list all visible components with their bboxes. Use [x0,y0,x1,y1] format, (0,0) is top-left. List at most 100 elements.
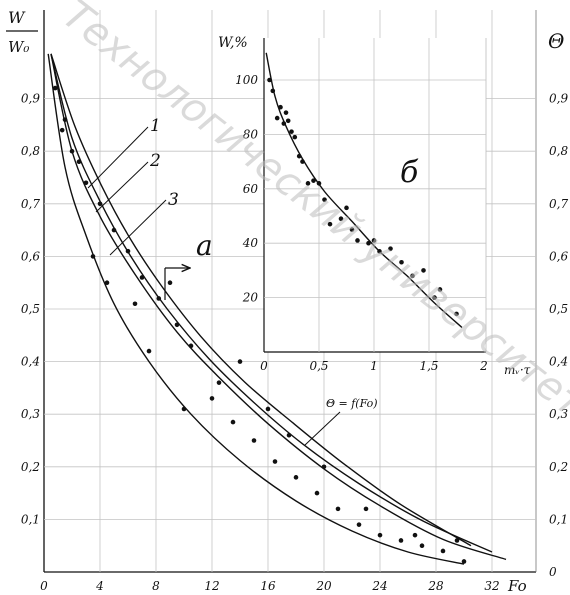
main-data-point [363,506,369,512]
y-axis-label-denominator: W₀ [8,38,29,56]
inset-data-point [338,216,344,222]
main-data-point [230,419,236,425]
drying-curve-1 [50,53,472,547]
right-axis-label: Θ [548,29,564,53]
inset-data-point [322,197,327,202]
inset-x-tick-label: 1 [370,359,378,373]
main-y-tick-label: 0,6 [21,249,40,263]
main-y-tick-label: 0,4 [21,355,40,369]
curve-leader-line [87,126,149,189]
main-data-point [419,543,425,548]
inset-data-point [278,104,283,110]
main-data-point [76,159,82,165]
main-data-point [167,280,173,286]
inset-panel [264,38,486,352]
curve-leader-line [95,161,149,213]
main-data-point [412,532,418,538]
main-data-point [286,432,292,438]
inset-data-point [437,287,443,292]
main-data-point [188,343,194,349]
inset-data-point [371,238,377,243]
main-data-point [62,117,68,122]
inset-y-tick-label: 40 [242,236,259,250]
inset-data-point [267,77,272,83]
inset-data-point [296,153,302,159]
main-right-tick-label: 0,8 [549,144,568,158]
main-data-point [174,322,180,328]
main-data-point [104,280,110,286]
inset-data-point [344,205,349,211]
main-data-point [335,506,341,512]
curve-label-2: 2 [149,151,161,171]
inset-y-tick-label: 80 [243,127,259,141]
main-y-tick-label: 0,7 [21,197,40,211]
main-right-tick-label: 0,9 [549,92,568,106]
main-right-tick-label: 0,6 [549,249,568,263]
inset-data-point [283,110,289,115]
main-data-point [69,148,75,154]
main-data-point [293,475,299,480]
inset-data-point [366,240,371,246]
main-y-tick-label: 0,9 [21,92,40,106]
main-data-point [356,522,362,527]
main-data-point [83,180,89,186]
inset-data-point [289,129,294,134]
inset-y-tick-label: 20 [242,291,259,305]
main-right-tick-label: 0,4 [549,355,568,369]
main-y-tick-label: 0,1 [21,512,40,526]
drying-curve-2 [50,53,493,553]
main-data-point [90,254,96,259]
main-data-point [146,348,152,354]
main-data-point [251,438,257,443]
main-data-point [181,406,187,412]
inset-data-point [432,295,437,300]
main-y-tick-label: 0,8 [21,144,40,158]
inset-data-point [311,178,316,183]
main-right-tick-label: 0,5 [549,302,568,316]
inset-fit-curve [265,52,463,329]
inset-data-point [349,227,355,232]
main-data-point [272,459,278,464]
main-curves [47,53,507,565]
inset-data-point [300,159,305,164]
main-right-tick-label: 0,2 [549,460,568,474]
inset-x-label: mᵥ·τ [504,363,531,377]
main-data-point [377,532,383,538]
main-data-point [237,359,243,364]
main-x-tick-label: 20 [315,579,332,593]
inset-x-tick-label: 1,5 [419,359,438,373]
main-data-point [59,127,65,133]
main-right-tick-label: 0,7 [549,197,568,211]
main-data-point [111,227,117,233]
inset-data-point [454,311,459,317]
curve-label-1: 1 [150,116,161,136]
inset-data-point [305,181,311,186]
inset-data-point [421,268,426,273]
x-axis-label: Fo [507,577,527,595]
inset-data-point [285,118,291,124]
inset-data-point [388,246,393,251]
inset-x-tick-label: 0 [260,359,268,373]
theta-leader-line [304,411,341,446]
inset-y-label: W,% [218,35,248,51]
inset-data-point [281,121,287,126]
main-data-point [209,396,215,401]
main-data-point [52,85,58,91]
main-data-point [314,490,320,496]
main-data-point [125,248,131,254]
main-right-tick-label: 0 [549,565,557,579]
curve-label-3: 3 [168,190,179,210]
theta-formula-label: Θ = f(Fo) [326,397,378,410]
inset-grid [263,38,487,353]
inset-data-point [327,221,333,227]
inset-data-point [410,273,415,279]
inset-data-point [316,181,322,186]
main-x-tick-label: 24 [371,579,387,593]
inset-marker-label: а [196,229,213,262]
main-data-point [440,548,446,554]
main-data-point [454,538,460,543]
inset-curves [265,52,463,329]
main-data-point [156,296,162,301]
inset-y-tick-label: 100 [235,73,258,87]
